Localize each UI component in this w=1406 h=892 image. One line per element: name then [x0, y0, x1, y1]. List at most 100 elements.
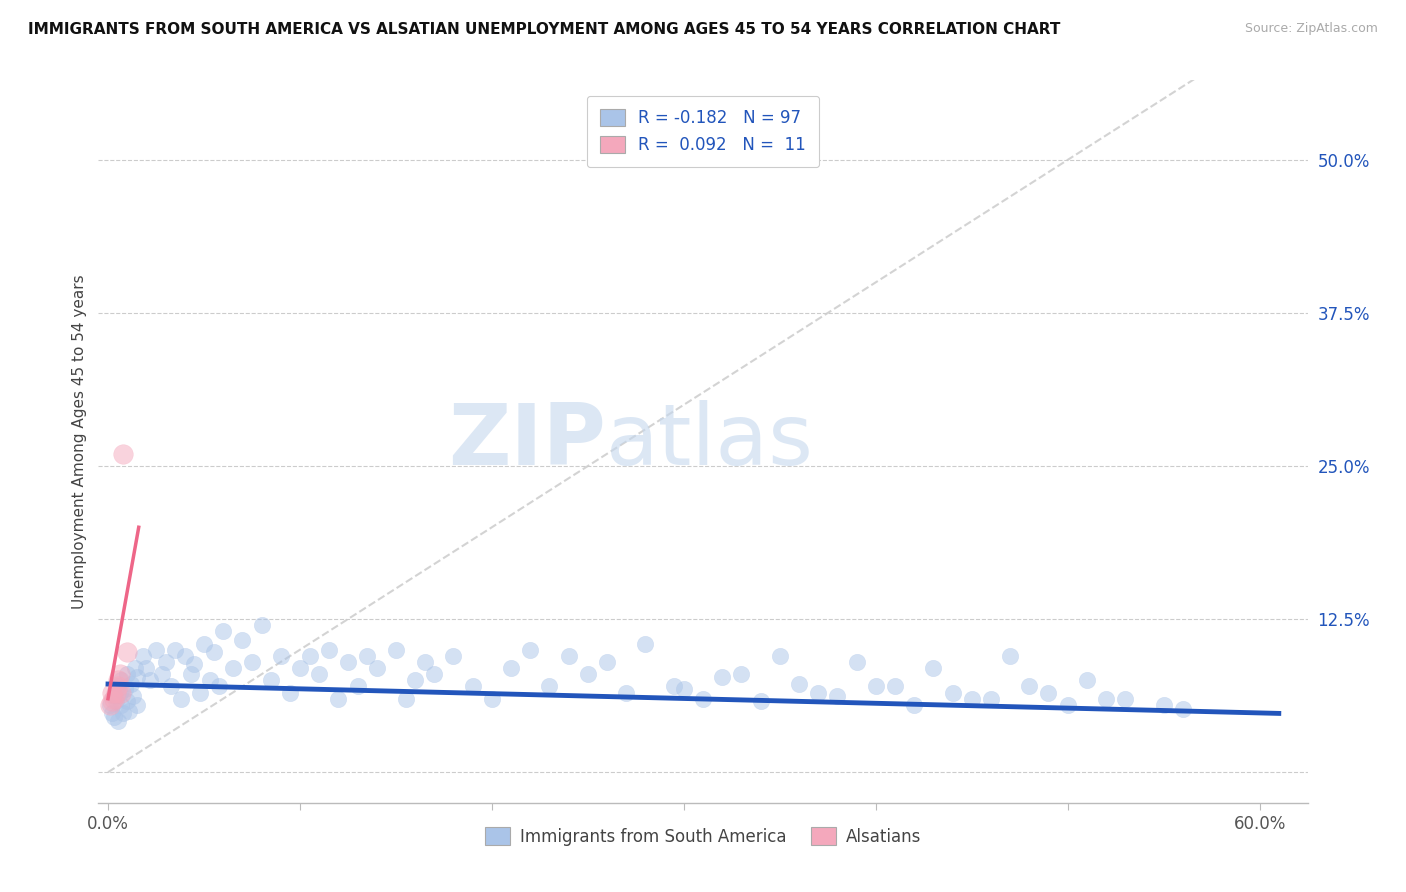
Point: [202, 645, 225, 659]
Point: [865, 680, 887, 694]
Point: [103, 691, 125, 706]
Point: [356, 648, 378, 663]
Point: [1056, 698, 1078, 712]
Point: [145, 642, 167, 657]
Point: [288, 661, 311, 675]
Point: [664, 680, 686, 694]
Point: [538, 680, 561, 694]
Point: [596, 655, 619, 669]
Point: [769, 648, 792, 663]
Point: [160, 680, 183, 694]
Point: [110, 673, 132, 688]
Point: [1095, 691, 1118, 706]
Point: [240, 655, 263, 669]
Point: [104, 694, 127, 708]
Point: [183, 657, 205, 672]
Point: [173, 648, 195, 663]
Text: atlas: atlas: [606, 400, 814, 483]
Point: [112, 706, 135, 721]
Point: [208, 680, 231, 694]
Point: [188, 685, 211, 699]
Point: [101, 694, 124, 708]
Point: [131, 648, 153, 663]
Point: [112, 447, 135, 461]
Point: [346, 680, 368, 694]
Point: [807, 685, 830, 699]
Point: [884, 680, 907, 694]
Point: [222, 661, 245, 675]
Point: [103, 690, 125, 704]
Point: [1038, 685, 1060, 699]
Point: [125, 698, 148, 712]
Point: [198, 673, 221, 688]
Point: [135, 661, 157, 675]
Point: [150, 667, 173, 681]
Point: [250, 618, 273, 632]
Point: [118, 704, 141, 718]
Point: [107, 714, 129, 728]
Point: [385, 642, 408, 657]
Point: [692, 691, 714, 706]
Point: [115, 694, 138, 708]
Point: [461, 680, 484, 694]
Point: [104, 685, 127, 699]
Point: [1076, 673, 1098, 688]
Point: [101, 685, 124, 699]
Point: [336, 655, 359, 669]
Point: [165, 642, 187, 657]
Point: [519, 642, 541, 657]
Point: [998, 648, 1021, 663]
Point: [1114, 691, 1136, 706]
Y-axis label: Unemployment Among Ages 45 to 54 years: Unemployment Among Ages 45 to 54 years: [72, 274, 87, 609]
Point: [634, 637, 657, 651]
Point: [557, 648, 579, 663]
Point: [108, 685, 131, 699]
Point: [170, 691, 193, 706]
Point: [749, 694, 772, 708]
Point: [941, 685, 963, 699]
Text: IMMIGRANTS FROM SOUTH AMERICA VS ALSATIAN UNEMPLOYMENT AMONG AGES 45 TO 54 YEARS: IMMIGRANTS FROM SOUTH AMERICA VS ALSATIA…: [28, 22, 1060, 37]
Point: [672, 681, 695, 696]
Point: [122, 690, 145, 704]
Point: [260, 673, 283, 688]
Point: [107, 680, 129, 694]
Point: [107, 673, 129, 688]
Point: [576, 667, 599, 681]
Point: [308, 667, 330, 681]
Text: Source: ZipAtlas.com: Source: ZipAtlas.com: [1244, 22, 1378, 36]
Point: [124, 661, 146, 675]
Point: [730, 667, 752, 681]
Point: [120, 677, 142, 691]
Point: [101, 706, 124, 721]
Point: [614, 685, 637, 699]
Point: [103, 710, 125, 724]
Point: [394, 691, 416, 706]
Point: [125, 670, 148, 684]
Point: [960, 691, 983, 706]
Point: [328, 691, 350, 706]
Point: [845, 655, 868, 669]
Point: [443, 648, 465, 663]
Point: [423, 667, 446, 681]
Point: [827, 690, 849, 704]
Point: [212, 624, 235, 639]
Point: [404, 673, 426, 688]
Point: [110, 685, 132, 699]
Point: [318, 642, 340, 657]
Point: [922, 661, 945, 675]
Point: [366, 661, 388, 675]
Point: [110, 698, 132, 712]
Point: [114, 681, 136, 696]
Point: [280, 685, 302, 699]
Text: ZIP: ZIP: [449, 400, 606, 483]
Point: [1018, 680, 1040, 694]
Point: [1153, 698, 1175, 712]
Point: [108, 667, 131, 681]
Point: [481, 691, 503, 706]
Point: [115, 667, 138, 681]
Point: [298, 648, 321, 663]
Point: [787, 677, 810, 691]
Point: [499, 661, 522, 675]
Point: [231, 632, 253, 647]
Point: [107, 680, 129, 694]
